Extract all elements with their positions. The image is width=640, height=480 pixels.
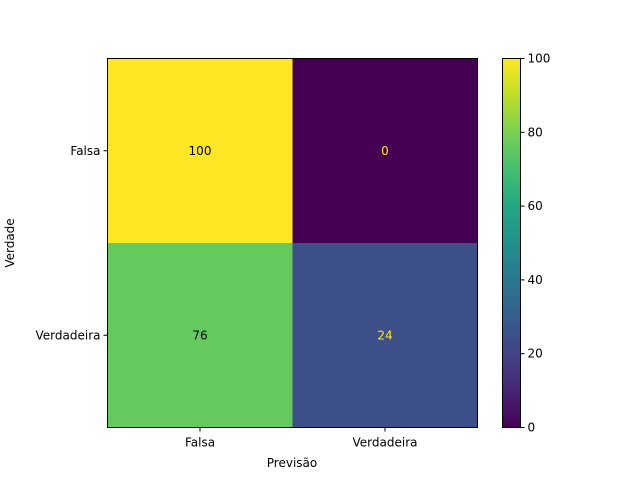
colorbar-tick-label: 20 (528, 347, 543, 361)
plot-frame (107, 58, 478, 428)
cell-value: 76 (192, 328, 207, 342)
heatmap-cell (107, 243, 293, 428)
heatmap-cells (107, 58, 478, 428)
colorbar-tick-label: 0 (528, 421, 536, 435)
y-axis-label: Verdade (3, 218, 17, 267)
heatmap-cell (292, 58, 478, 243)
x-axis-ticks: Falsa Verdadeira (185, 427, 418, 450)
heatmap-cell (292, 243, 478, 428)
colorbar-tick-label: 60 (528, 199, 543, 213)
cell-value: 24 (377, 328, 392, 342)
cell-value: 0 (381, 144, 389, 158)
x-axis-label: Previsão (267, 456, 317, 470)
colorbar (502, 58, 521, 428)
x-tick-label: Verdadeira (353, 436, 418, 450)
colorbar-ticks: 0 20 40 60 80 100 (520, 52, 551, 435)
colorbar-tick-label: 100 (528, 52, 551, 66)
colorbar-tick-label: 40 (528, 273, 543, 287)
x-tick-label: Falsa (185, 436, 215, 450)
colorbar-tick-label: 80 (528, 125, 543, 139)
heatmap-cell (107, 58, 293, 243)
y-tick-label: Falsa (70, 144, 100, 158)
cell-value-labels: 100 0 76 24 (189, 144, 393, 343)
y-tick-label: Verdadeira (36, 328, 101, 342)
cell-value: 100 (189, 144, 212, 158)
y-axis-ticks: Falsa Verdadeira (36, 144, 108, 342)
